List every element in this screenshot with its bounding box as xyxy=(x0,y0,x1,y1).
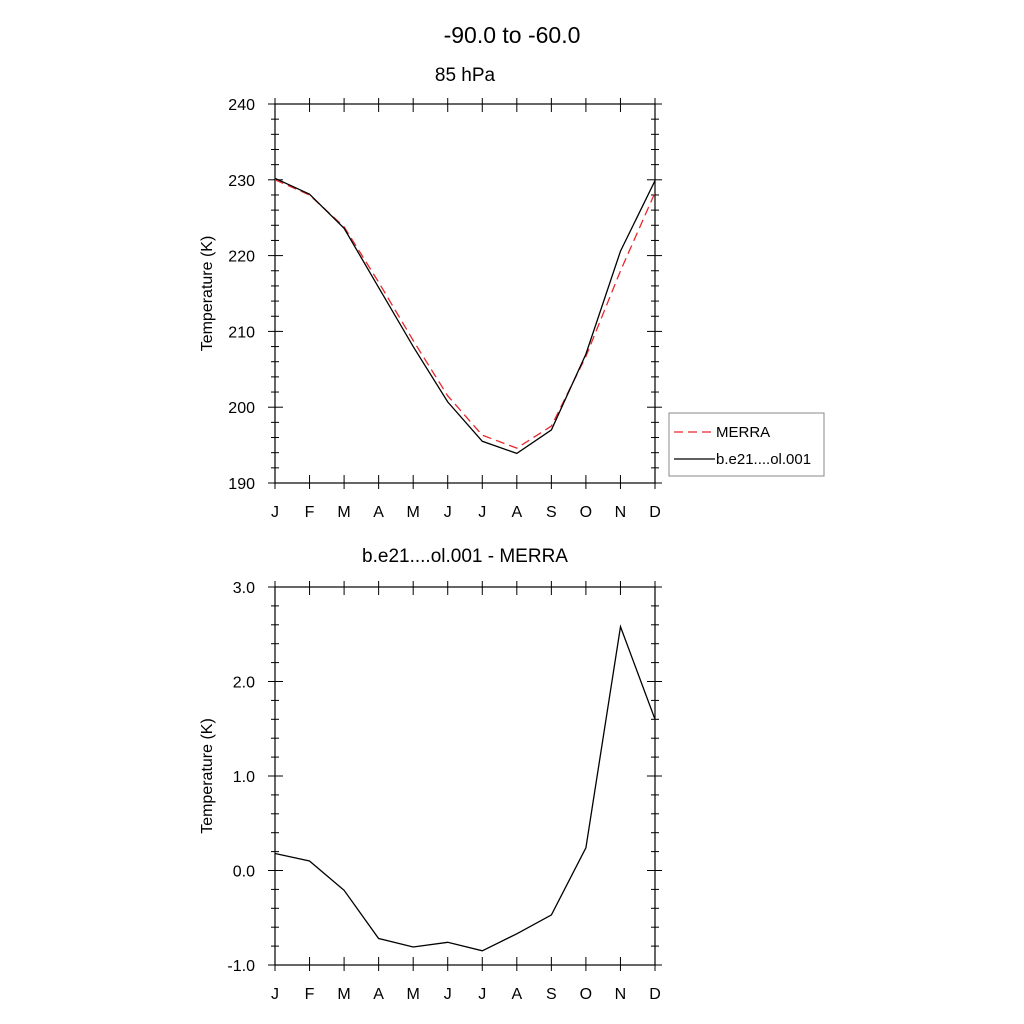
legend: MERRA b.e21....ol.001 xyxy=(668,412,825,477)
panel-title: 85 hPa xyxy=(435,65,496,86)
x-tick-label: S xyxy=(546,986,557,1003)
x-tick-label: S xyxy=(546,504,557,521)
x-tick-label: M xyxy=(407,986,420,1003)
x-tick-label: D xyxy=(649,986,661,1003)
panel-title: b.e21....ol.001 - MERRA xyxy=(362,546,568,567)
y-tick-label: 220 xyxy=(228,249,255,266)
y-tick-label: 200 xyxy=(228,400,255,417)
plot-frame xyxy=(274,103,656,484)
x-tick-label: J xyxy=(271,986,279,1003)
y-tick-label: 230 xyxy=(228,173,255,190)
difference-panel: b.e21....ol.001 - MERRA Temperature (K) J F… xyxy=(199,546,662,1003)
y-tick-label: 240 xyxy=(228,97,255,114)
x-tick-label: J xyxy=(271,504,279,521)
legend-box xyxy=(668,412,825,477)
x-tick-label: M xyxy=(337,986,350,1003)
x-tick-label: N xyxy=(615,986,627,1003)
x-tick-label: M xyxy=(337,504,350,521)
figure-title: -90.0 to -60.0 xyxy=(444,22,581,48)
x-tick-label: A xyxy=(511,504,522,521)
x-tick-label: F xyxy=(305,986,315,1003)
y-tick-label: 3.0 xyxy=(233,580,255,597)
x-tick-label: J xyxy=(478,504,486,521)
x-tick-label: A xyxy=(373,986,384,1003)
x-tick-label: A xyxy=(511,986,522,1003)
y-axis-label: Temperature (K) xyxy=(199,718,216,834)
series-line-merra xyxy=(275,179,655,449)
y-tick-label: -1.0 xyxy=(227,958,255,975)
x-tick-label: F xyxy=(305,504,315,521)
x-tick-label: M xyxy=(407,504,420,521)
plot-frame xyxy=(274,586,656,966)
y-tick-label: 0.0 xyxy=(233,864,255,881)
x-tick-label: O xyxy=(580,986,592,1003)
x-tick-label: J xyxy=(444,986,452,1003)
legend-label: MERRA xyxy=(716,424,770,441)
x-tick-label: A xyxy=(373,504,384,521)
x-tick-label: N xyxy=(615,504,627,521)
x-tick-label: D xyxy=(649,504,661,521)
y-axis-label: Temperature (K) xyxy=(199,236,216,352)
y-tick-label: 190 xyxy=(228,476,255,493)
series-line-b-e21-ol-001 xyxy=(275,177,655,455)
legend-label: b.e21....ol.001 xyxy=(716,451,811,468)
series-line-difference xyxy=(275,624,655,952)
y-tick-label: 210 xyxy=(228,324,255,341)
temperature-panel: 85 hPa Temperature (K) J F M A M J J A S O N D 190 200 2… xyxy=(199,65,662,521)
x-tick-label: O xyxy=(580,504,592,521)
x-tick-label: J xyxy=(444,504,452,521)
y-tick-label: 2.0 xyxy=(233,675,255,692)
y-tick-label: 1.0 xyxy=(233,769,255,786)
x-tick-label: J xyxy=(478,986,486,1003)
